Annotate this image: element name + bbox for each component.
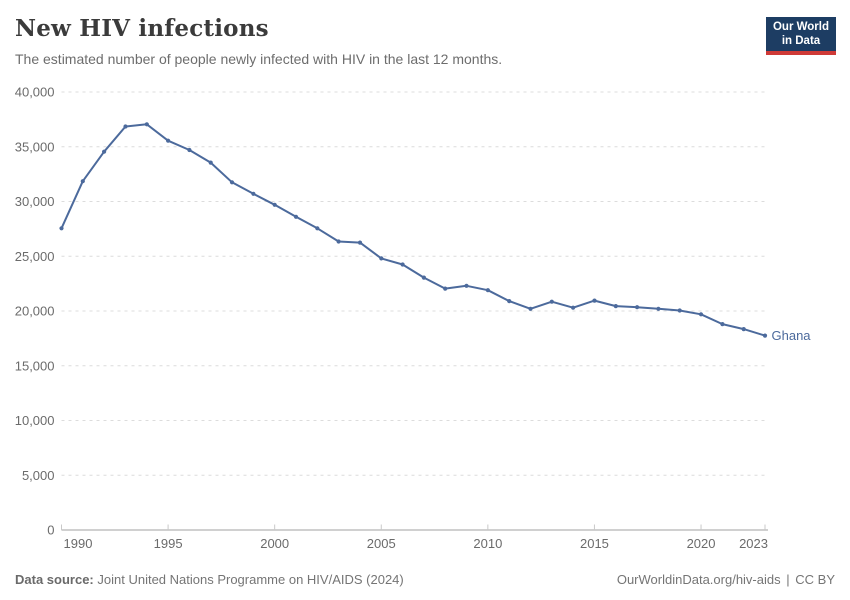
owid-logo-line1: Our World bbox=[772, 21, 829, 33]
data-point[interactable] bbox=[677, 308, 682, 313]
y-axis-label: 25,000 bbox=[15, 249, 55, 264]
data-point[interactable] bbox=[443, 286, 448, 291]
data-point[interactable] bbox=[421, 275, 426, 280]
owid-logo[interactable]: Our World in Data bbox=[766, 17, 836, 55]
data-point[interactable] bbox=[272, 202, 277, 207]
data-point[interactable] bbox=[336, 239, 341, 244]
series-end-label[interactable]: Ghana bbox=[772, 328, 812, 343]
owid-logo-line2: in Data bbox=[781, 34, 821, 47]
chart-footer: Data source: Joint United Nations Progra… bbox=[15, 572, 835, 587]
data-point[interactable] bbox=[464, 283, 469, 288]
data-point[interactable] bbox=[357, 240, 363, 245]
x-axis-label: 1995 bbox=[154, 536, 183, 551]
y-axis-label: 20,000 bbox=[15, 304, 55, 319]
data-source-label: Data source: bbox=[15, 572, 94, 587]
data-point[interactable] bbox=[208, 160, 213, 165]
license-link[interactable]: CC BY bbox=[795, 572, 835, 587]
data-point[interactable] bbox=[720, 322, 725, 327]
data-point[interactable] bbox=[592, 298, 597, 303]
data-point[interactable] bbox=[571, 305, 576, 310]
data-source-text: Joint United Nations Programme on HIV/AI… bbox=[97, 572, 404, 587]
owid-url-link[interactable]: OurWorldinData.org/hiv-aids bbox=[616, 572, 781, 587]
y-axis-label: 35,000 bbox=[15, 139, 55, 154]
data-point[interactable] bbox=[80, 179, 85, 184]
data-point[interactable] bbox=[229, 180, 235, 185]
x-axis-label: 2023 bbox=[739, 536, 768, 551]
page-title: New HIV infections bbox=[15, 15, 269, 42]
data-point[interactable] bbox=[613, 304, 618, 309]
y-axis-label: 5,000 bbox=[22, 468, 55, 483]
x-axis-label: 2005 bbox=[367, 536, 396, 551]
data-point[interactable] bbox=[507, 299, 512, 304]
data-point[interactable] bbox=[635, 305, 640, 310]
data-source: Data source: Joint United Nations Progra… bbox=[15, 572, 404, 587]
y-axis-label: 40,000 bbox=[15, 85, 55, 100]
footer-links: OurWorldinData.org/hiv-aids | CC BY bbox=[617, 572, 835, 587]
x-axis-label: 2015 bbox=[580, 536, 609, 551]
y-axis-label: 10,000 bbox=[15, 413, 55, 428]
data-point[interactable] bbox=[400, 262, 405, 267]
data-point[interactable] bbox=[656, 306, 661, 311]
data-point[interactable] bbox=[166, 138, 171, 143]
data-point[interactable] bbox=[528, 306, 533, 311]
x-axis-label: 2000 bbox=[260, 536, 289, 551]
data-point[interactable] bbox=[144, 122, 149, 127]
y-axis-label: 0 bbox=[47, 523, 54, 538]
footer-divider: | bbox=[786, 572, 790, 587]
data-point[interactable] bbox=[762, 333, 768, 338]
data-point[interactable] bbox=[698, 312, 704, 317]
series-line-ghana[interactable] bbox=[60, 123, 766, 337]
data-point[interactable] bbox=[102, 149, 107, 154]
data-point[interactable] bbox=[379, 256, 384, 261]
data-point[interactable] bbox=[251, 191, 256, 196]
data-point[interactable] bbox=[315, 226, 320, 231]
data-point[interactable] bbox=[741, 327, 746, 332]
chart-subtitle: The estimated number of people newly inf… bbox=[15, 51, 503, 67]
data-point[interactable] bbox=[549, 299, 554, 304]
data-point[interactable] bbox=[123, 124, 128, 129]
data-point[interactable] bbox=[485, 288, 490, 293]
data-point[interactable] bbox=[59, 226, 64, 231]
y-axis-label: 30,000 bbox=[15, 194, 55, 209]
data-point[interactable] bbox=[187, 147, 192, 153]
x-axis-label: 2010 bbox=[473, 536, 502, 551]
data-point[interactable] bbox=[293, 214, 299, 219]
y-axis-label: 15,000 bbox=[15, 358, 55, 373]
x-axis-label: 1990 bbox=[64, 536, 93, 551]
x-axis-label: 2020 bbox=[687, 536, 716, 551]
